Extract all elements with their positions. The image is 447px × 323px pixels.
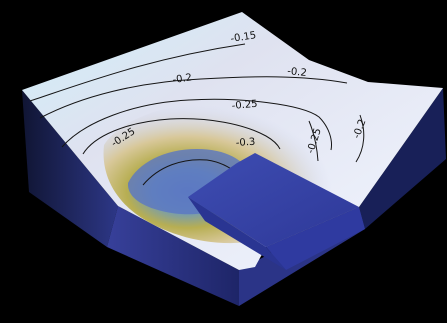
right-side-face [359, 88, 446, 229]
contour-label-minus-015: -0.15 [230, 30, 257, 45]
contour-line-minus-020-right [355, 114, 365, 163]
cutout-top-face [188, 153, 359, 247]
contour-line-minus-025 [61, 98, 332, 151]
contour-label-minus-020-right: -0.2 [287, 66, 308, 79]
contour-line-minus-020-upper [39, 76, 348, 119]
contour-line-outer [29, 43, 246, 102]
cutout-left-face [188, 197, 286, 270]
contour-line-minus-025-right [308, 120, 319, 162]
left-side-face [22, 90, 118, 247]
contour-label-minus-030: -0.3 [235, 137, 255, 149]
cutout-front-face [266, 207, 365, 270]
front-side-face [107, 206, 239, 306]
contour-label-minus-020-left: -0.2 [172, 72, 193, 86]
cutout-block [188, 153, 365, 270]
contour-line-minus-030 [82, 118, 281, 155]
contour-label-minus-025-center: -0.25 [231, 99, 258, 112]
